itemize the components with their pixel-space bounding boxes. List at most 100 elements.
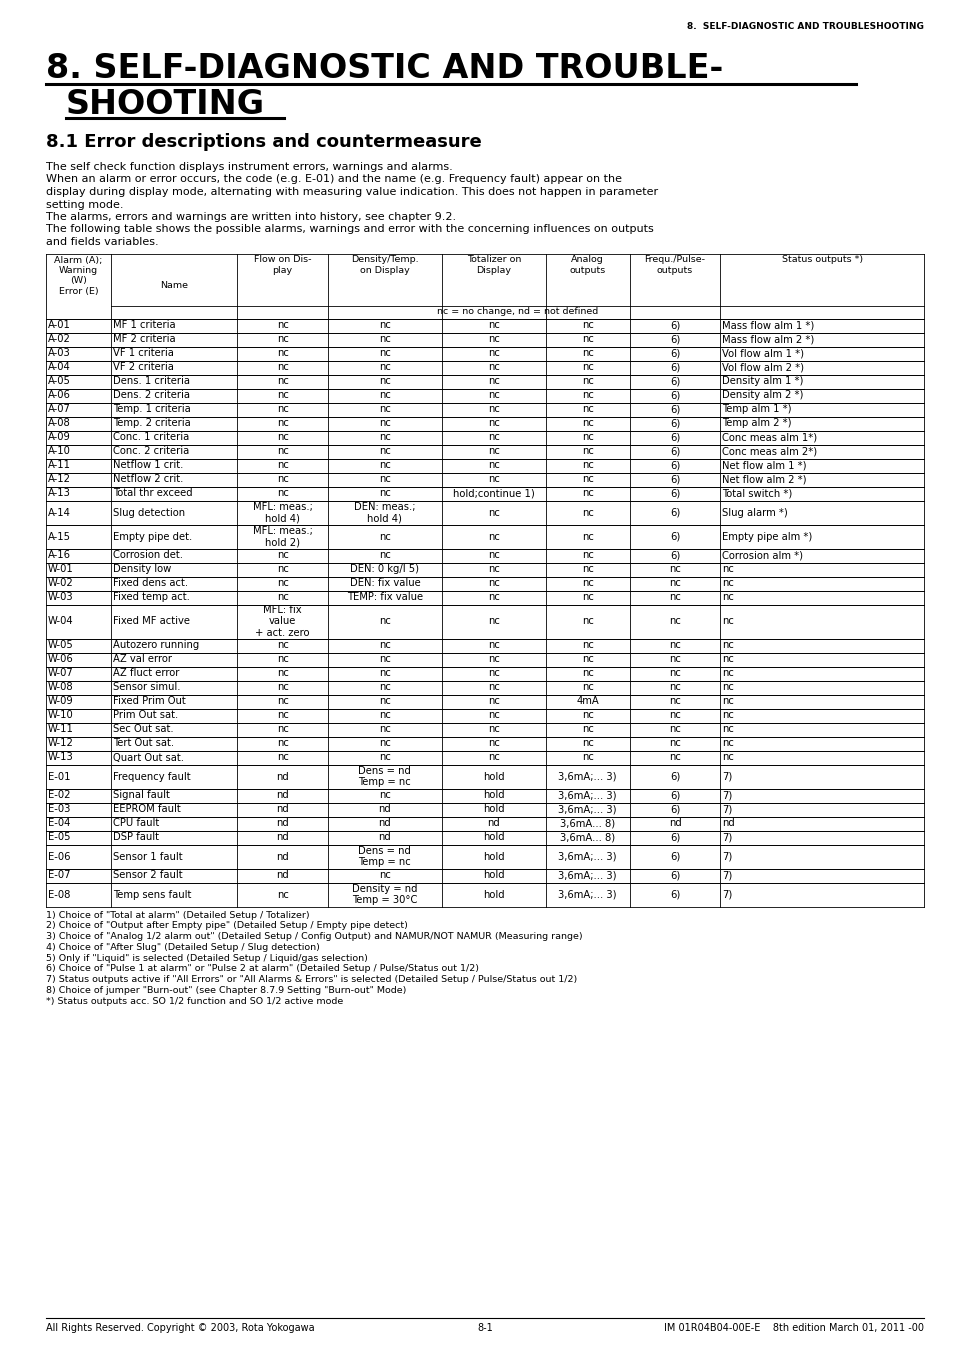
Text: Dens = nd
Temp = nc: Dens = nd Temp = nc <box>358 845 411 867</box>
Text: 6): 6) <box>669 871 679 880</box>
Text: W-11: W-11 <box>48 725 73 734</box>
Text: Total switch *): Total switch *) <box>721 489 792 498</box>
Text: Frequency fault: Frequency fault <box>112 771 191 782</box>
Text: Alarm (A);
Warning
(W)
Error (E): Alarm (A); Warning (W) Error (E) <box>54 255 103 296</box>
Text: W-13: W-13 <box>48 752 73 763</box>
Text: nc: nc <box>276 725 288 734</box>
Text: 3,6mA;... 3): 3,6mA;... 3) <box>558 771 617 782</box>
Text: Net flow alm 2 *): Net flow alm 2 *) <box>721 474 806 485</box>
Text: nc: nc <box>378 791 391 801</box>
Text: 6): 6) <box>669 390 679 401</box>
Text: setting mode.: setting mode. <box>46 200 123 209</box>
Text: nc: nc <box>487 532 499 541</box>
Text: nc: nc <box>581 377 593 386</box>
Text: A-05: A-05 <box>48 377 71 386</box>
Text: nc: nc <box>276 738 288 748</box>
Text: nc: nc <box>378 320 391 331</box>
Text: All Rights Reserved. Copyright © 2003, Rota Yokogawa: All Rights Reserved. Copyright © 2003, R… <box>46 1323 314 1332</box>
Text: 7): 7) <box>721 852 732 861</box>
Text: nc: nc <box>276 489 288 498</box>
Text: Signal fault: Signal fault <box>112 791 170 801</box>
Text: Empty pipe det.: Empty pipe det. <box>112 532 192 541</box>
Text: nc: nc <box>487 593 499 602</box>
Text: nc: nc <box>487 710 499 721</box>
Text: nc: nc <box>721 579 734 589</box>
Text: A-01: A-01 <box>48 320 71 331</box>
Text: nc: nc <box>378 532 391 541</box>
Text: Total thr exceed: Total thr exceed <box>112 489 193 498</box>
Text: Frequ./Pulse-
outputs: Frequ./Pulse- outputs <box>644 255 705 275</box>
Text: Fixed temp act.: Fixed temp act. <box>112 593 190 602</box>
Text: 6): 6) <box>669 508 679 517</box>
Text: nc: nc <box>581 564 593 575</box>
Text: nc: nc <box>581 668 593 679</box>
Text: nd: nd <box>378 805 391 814</box>
Text: Fixed Prim Out: Fixed Prim Out <box>112 697 186 706</box>
Text: MFL: meas.;
hold 4): MFL: meas.; hold 4) <box>253 502 313 524</box>
Text: DEN: meas.;
hold 4): DEN: meas.; hold 4) <box>354 502 416 524</box>
Text: *) Status outputs acc. SO 1/2 function and SO 1/2 active mode: *) Status outputs acc. SO 1/2 function a… <box>46 996 343 1006</box>
Text: 6): 6) <box>669 489 679 498</box>
Text: nc: nc <box>721 752 734 763</box>
Text: nc: nc <box>581 390 593 401</box>
Text: MF 1 criteria: MF 1 criteria <box>112 320 175 331</box>
Text: Density alm 2 *): Density alm 2 *) <box>721 390 802 401</box>
Text: nc: nc <box>378 697 391 706</box>
Text: nc: nc <box>276 377 288 386</box>
Text: nc: nc <box>581 752 593 763</box>
Text: nc: nc <box>581 432 593 443</box>
Text: A-10: A-10 <box>48 447 71 456</box>
Text: E-06: E-06 <box>48 852 71 861</box>
Text: nc: nc <box>721 725 734 734</box>
Text: nc: nc <box>487 335 499 344</box>
Text: nc: nc <box>721 738 734 748</box>
Text: nc: nc <box>378 447 391 456</box>
Text: nc: nc <box>378 405 391 414</box>
Text: When an alarm or error occurs, the code (e.g. E-01) and the name (e.g. Frequency: When an alarm or error occurs, the code … <box>46 174 621 185</box>
Text: W-04: W-04 <box>48 617 73 626</box>
Text: nc: nc <box>487 725 499 734</box>
Text: nc: nc <box>276 640 288 651</box>
Text: nc: nc <box>721 655 734 664</box>
Text: Netflow 2 crit.: Netflow 2 crit. <box>112 474 183 485</box>
Text: nc: nc <box>378 551 391 560</box>
Text: hold: hold <box>482 771 504 782</box>
Text: nc: nc <box>276 593 288 602</box>
Text: nc: nc <box>378 489 391 498</box>
Text: nc: nc <box>276 551 288 560</box>
Text: Density low: Density low <box>112 564 171 575</box>
Text: nc: nc <box>581 348 593 359</box>
Text: W-06: W-06 <box>48 655 73 664</box>
Text: 7): 7) <box>721 805 732 814</box>
Text: nc: nc <box>721 640 734 651</box>
Text: nc: nc <box>668 725 680 734</box>
Text: Dens. 1 criteria: Dens. 1 criteria <box>112 377 190 386</box>
Text: Corrosion det.: Corrosion det. <box>112 551 183 560</box>
Text: A-04: A-04 <box>48 363 71 373</box>
Text: nc: nc <box>487 655 499 664</box>
Text: A-13: A-13 <box>48 489 71 498</box>
Text: nc: nc <box>276 683 288 693</box>
Text: nc: nc <box>378 752 391 763</box>
Text: nc: nc <box>581 320 593 331</box>
Text: hold: hold <box>482 852 504 861</box>
Text: nc: nc <box>276 460 288 471</box>
Text: 4mA: 4mA <box>576 697 598 706</box>
Text: nc: nc <box>668 752 680 763</box>
Text: E-04: E-04 <box>48 818 71 829</box>
Text: Density alm 1 *): Density alm 1 *) <box>721 377 802 386</box>
Text: 6): 6) <box>669 852 679 861</box>
Text: Slug detection: Slug detection <box>112 508 185 517</box>
Text: nc: nc <box>581 335 593 344</box>
Text: A-16: A-16 <box>48 551 71 560</box>
Text: nc: nc <box>487 390 499 401</box>
Text: W-05: W-05 <box>48 640 73 651</box>
Text: Flow on Dis-
play: Flow on Dis- play <box>253 255 311 275</box>
Text: nc: nc <box>487 432 499 443</box>
Text: nc: nc <box>276 363 288 373</box>
Text: nc: nc <box>378 871 391 880</box>
Text: 6): 6) <box>669 335 679 344</box>
Text: VF 1 criteria: VF 1 criteria <box>112 348 173 359</box>
Text: nc: nc <box>581 447 593 456</box>
Text: nc: nc <box>378 710 391 721</box>
